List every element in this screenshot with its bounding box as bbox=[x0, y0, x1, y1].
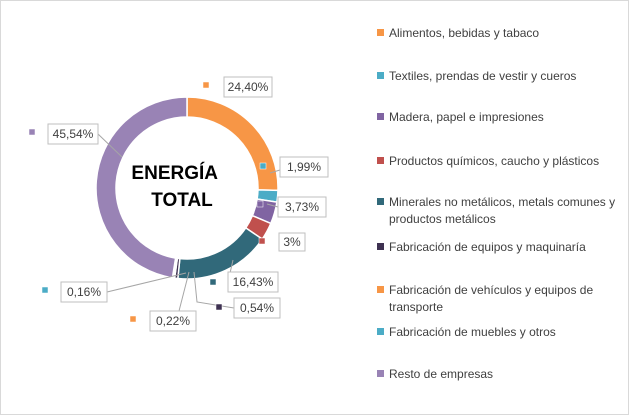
data-label-box bbox=[279, 156, 329, 178]
data-label: 3,73% bbox=[285, 200, 319, 214]
legend-item: Alimentos, bebidas y tabaco bbox=[377, 25, 625, 42]
data-label-marker bbox=[41, 286, 49, 294]
chart-title: ENERGÍA TOTAL bbox=[131, 162, 222, 211]
data-label-box bbox=[278, 232, 306, 252]
donut-slices bbox=[95, 96, 279, 280]
legend-item: Productos químicos, caucho y plásticos bbox=[377, 153, 625, 170]
legend-item: Madera, papel e impresiones bbox=[377, 109, 625, 126]
leader-line-3 bbox=[266, 203, 279, 208]
legend-label: Fabricación de equipos y maquinaría bbox=[389, 240, 586, 254]
data-label-marker bbox=[256, 200, 264, 208]
legend-swatch bbox=[377, 29, 384, 36]
legend-item: Fabricación de muebles y otros bbox=[377, 324, 625, 341]
legend-swatch bbox=[377, 286, 384, 293]
leader-line-8 bbox=[106, 272, 187, 293]
data-label: 0,22% bbox=[156, 314, 190, 328]
data-label-marker bbox=[259, 162, 267, 170]
legend-item: Resto de empresas bbox=[377, 366, 625, 383]
legend-label: Textiles, prendas de vestir y cueros bbox=[389, 69, 577, 83]
leader-line-9 bbox=[97, 133, 123, 158]
legend-label: Madera, papel e impresiones bbox=[389, 110, 544, 124]
legend-label: Fabricación de muebles y otros bbox=[389, 325, 556, 339]
legend-swatch bbox=[377, 328, 384, 335]
data-label-marker bbox=[258, 237, 266, 245]
data-label-marker bbox=[215, 303, 223, 311]
legend-item: Minerales no metálicos, metals comunes y… bbox=[377, 194, 625, 228]
legend-item: Fabricación de equipos y maquinaría bbox=[377, 239, 625, 256]
data-label-marker bbox=[129, 315, 137, 323]
data-label-box bbox=[233, 297, 281, 319]
leader-line-7 bbox=[178, 271, 190, 312]
legend-swatch bbox=[377, 370, 384, 377]
slice-5 bbox=[176, 226, 264, 280]
data-label: 1,99% bbox=[287, 160, 321, 174]
legend-swatch bbox=[377, 243, 384, 250]
data-labels: 24,40% 1,99% 3,73% 3% 16,43% 0,54% 0,22% 0,16% 4… bbox=[28, 76, 329, 332]
data-label-box bbox=[149, 310, 197, 332]
data-label: 24,40% bbox=[228, 80, 269, 94]
legend-swatch bbox=[377, 157, 384, 164]
leader-line-2 bbox=[269, 169, 281, 174]
data-label: 3% bbox=[283, 235, 301, 249]
data-label: 0,16% bbox=[67, 285, 101, 299]
data-label-box bbox=[227, 271, 279, 293]
data-label: 0,54% bbox=[240, 301, 274, 315]
legend-label: Minerales no metálicos, metals comunes y… bbox=[389, 195, 616, 226]
data-label-box bbox=[47, 123, 99, 145]
legend-swatch bbox=[377, 113, 384, 120]
data-label-box bbox=[60, 281, 108, 303]
legend-label: Alimentos, bebidas y tabaco bbox=[389, 26, 540, 40]
data-label: 16,43% bbox=[233, 275, 274, 289]
data-label: 45,54% bbox=[53, 127, 94, 141]
legend-label: Productos químicos, caucho y plásticos bbox=[389, 154, 600, 168]
legend-swatch bbox=[377, 72, 384, 79]
legend-item: Fabricación de vehículos y equipos de tr… bbox=[377, 282, 625, 316]
data-label-box bbox=[277, 196, 327, 218]
slice-9 bbox=[95, 96, 188, 279]
data-label-box bbox=[223, 76, 273, 98]
data-label-marker bbox=[28, 128, 36, 136]
legend-label: Resto de empresas bbox=[389, 367, 494, 381]
data-label-marker bbox=[209, 278, 217, 286]
legend-label: Fabricación de vehículos y equipos de tr… bbox=[389, 283, 594, 314]
legend-item: Textiles, prendas de vestir y cueros bbox=[377, 68, 625, 85]
data-label-marker bbox=[202, 81, 210, 89]
legend-swatch bbox=[377, 198, 384, 205]
